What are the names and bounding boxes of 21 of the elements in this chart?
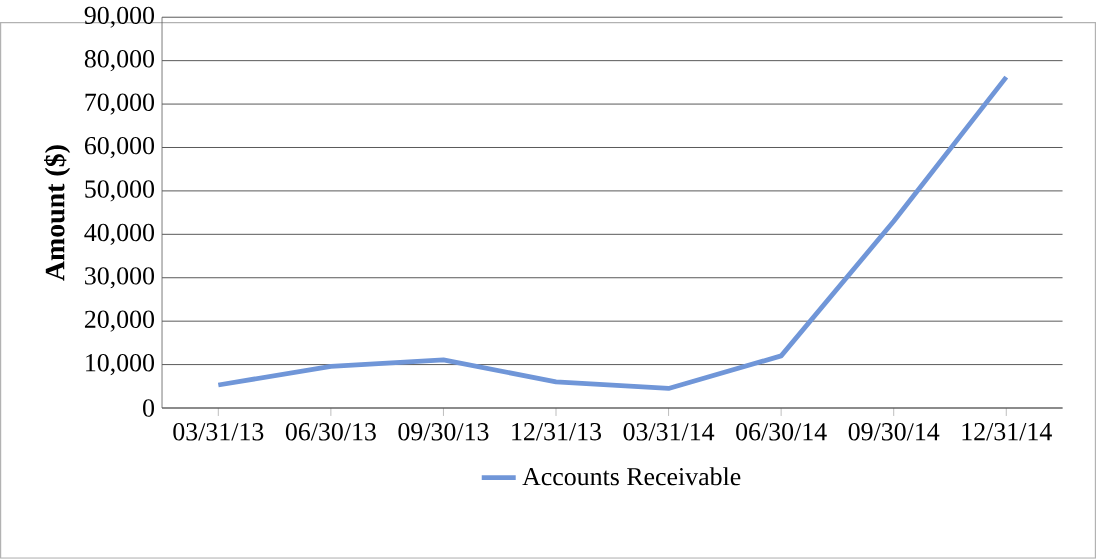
x-tick-label: 03/31/14 [623,423,715,441]
y-axis-title: Amount ($) [44,145,71,281]
x-tick-label: 09/30/13 [398,423,489,441]
y-tick-label: 60,000 [84,137,155,159]
x-tick-label: 03/31/13 [173,423,264,441]
y-tick-label: 40,000 [84,223,155,246]
y-tick-label: 20,000 [84,310,155,332]
x-tick-label: 06/30/13 [285,423,376,441]
y-tick-label: 70,000 [85,93,155,115]
x-tick-label: 06/30/14 [736,423,827,441]
y-tick-label: 50,000 [85,180,155,202]
y-tick-label: 10,000 [86,354,155,376]
legend-label: Accounts Receivable [522,467,741,486]
y-tick-label: 0 [143,399,155,417]
y-tick-label: 90,000 [84,6,155,28]
y-tick-label: 80,000 [84,50,155,72]
x-tick-label: 12/31/14 [962,423,1052,441]
x-tick-label: 09/30/14 [848,423,940,441]
y-tick-label: 30,000 [85,267,155,289]
x-tick-label: 12/31/13 [512,423,602,441]
line-series [215,74,1009,392]
